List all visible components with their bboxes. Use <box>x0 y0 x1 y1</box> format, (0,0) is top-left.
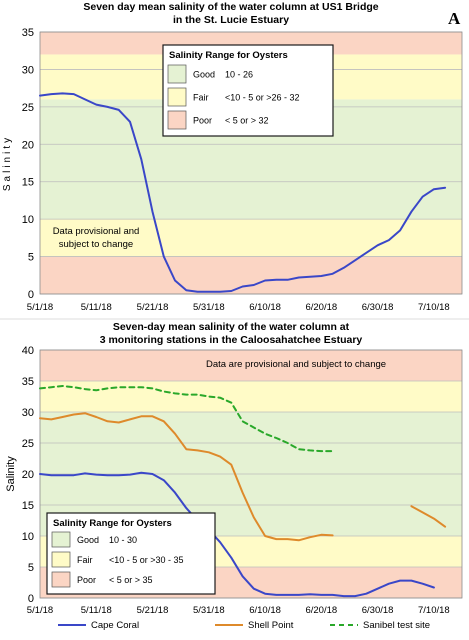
legend-category: Good <box>77 535 99 545</box>
chart-title: Seven day mean salinity of the water col… <box>83 1 378 13</box>
y-tick-label: 0 <box>28 289 34 301</box>
plot-frame <box>39 31 463 295</box>
salinity-band-fair <box>40 381 462 412</box>
legend-range: <10 - 5 or >30 - 35 <box>109 555 184 565</box>
y-tick-label: 15 <box>22 177 34 189</box>
x-tick-label: 5/11/18 <box>81 605 112 616</box>
legend-category: Good <box>193 70 215 80</box>
chart-panel-a: Seven day mean salinity of the water col… <box>2 1 463 313</box>
y-tick-label: 0 <box>28 593 34 605</box>
x-tick-label: 6/30/18 <box>362 302 394 313</box>
legend-title: Salinity Range for Oysters <box>53 518 172 529</box>
chart-subtitle: in the St. Lucie Estuary <box>173 14 289 26</box>
chart-title: Seven-day mean salinity of the water col… <box>113 321 350 333</box>
y-tick-label: 10 <box>22 531 34 543</box>
x-tick-label: 6/10/18 <box>249 605 281 616</box>
x-tick-label: 5/21/18 <box>137 605 169 616</box>
legend-category: Fair <box>193 93 209 103</box>
legend-category: Fair <box>77 555 93 565</box>
y-tick-label: 25 <box>22 102 34 114</box>
legend-category: Poor <box>77 575 96 585</box>
salinity-band-fair <box>40 219 462 257</box>
panel-letter: A <box>448 9 461 28</box>
legend-swatch-poor <box>167 110 187 130</box>
x-tick-label: 5/31/18 <box>193 302 225 313</box>
series-line-shell-point <box>410 505 447 528</box>
series-line-sanibel-test-site <box>39 385 334 453</box>
x-tick-label: 5/11/18 <box>81 302 112 313</box>
y-tick-label: 35 <box>22 27 34 39</box>
x-tick-label: 6/10/18 <box>249 302 281 313</box>
legend-range: <10 - 5 or >26 - 32 <box>225 93 300 103</box>
y-tick-label: 25 <box>22 438 34 450</box>
series-line-cape-coral <box>39 471 435 598</box>
legend-box <box>162 44 334 137</box>
legend-swatch-good <box>167 64 187 84</box>
x-tick-label: 7/10/18 <box>418 302 450 313</box>
series-legend-label-shell-point: Shell Point <box>248 620 294 631</box>
series-legend-label-sanibel-test-site: Sanibel test site <box>363 620 430 631</box>
y-tick-label: 35 <box>22 376 34 388</box>
y-tick-label: 10 <box>22 214 34 226</box>
x-tick-label: 5/31/18 <box>193 605 225 616</box>
x-tick-label: 5/21/18 <box>137 302 169 313</box>
y-tick-label: 20 <box>22 469 34 481</box>
oyster-range-legend: Salinity Range for Oysters Good 10 - 30 Fai… <box>46 512 216 595</box>
legend-swatch-fair <box>167 87 187 107</box>
x-tick-label: 5/1/18 <box>27 302 53 313</box>
y-tick-label: 40 <box>22 345 34 357</box>
x-tick-label: 6/20/18 <box>305 605 337 616</box>
y-tick-label: 15 <box>22 500 34 512</box>
x-tick-label: 5/1/18 <box>27 605 53 616</box>
y-tick-label: 30 <box>22 407 34 419</box>
salinity-band-poor <box>40 32 462 55</box>
chart-subtitle: 3 monitoring stations in the Caloosahatc… <box>100 334 363 346</box>
x-tick-label: 6/30/18 <box>362 605 394 616</box>
legend-range: 10 - 30 <box>109 535 137 545</box>
legend-category: Poor <box>193 116 212 126</box>
salinity-band-poor <box>40 256 462 294</box>
legend-range: < 5 or > 35 <box>109 575 153 585</box>
chart-panel-b: Seven-day mean salinity of the water col… <box>5 321 463 631</box>
annotation-text: subject to change <box>59 239 133 250</box>
y-tick-label: 30 <box>22 64 34 76</box>
annotation-text: Data provisional and <box>53 226 140 237</box>
annotation-text: Data are provisional and subject to chan… <box>206 359 386 370</box>
x-tick-label: 6/20/18 <box>305 302 337 313</box>
legend-swatch-fair <box>51 551 71 568</box>
y-tick-label: 20 <box>22 139 34 151</box>
legend-swatch-good <box>51 531 71 548</box>
salinity-band-poor <box>40 350 462 381</box>
y-axis-label: Salinity <box>2 135 13 191</box>
series-line-salinity <box>39 92 447 293</box>
legend-title: Salinity Range for Oysters <box>169 50 288 61</box>
legend-range: < 5 or > 32 <box>225 116 269 126</box>
series-line-shell-point <box>39 412 334 542</box>
legend-swatch-poor <box>51 571 71 588</box>
y-tick-label: 5 <box>28 252 34 264</box>
legend-range: 10 - 26 <box>225 70 253 80</box>
x-tick-label: 7/10/18 <box>418 605 450 616</box>
legend-box <box>46 512 216 595</box>
y-axis-label: Salinity <box>5 456 17 492</box>
y-tick-label: 5 <box>28 562 34 574</box>
oyster-range-legend: Salinity Range for Oysters Good 10 - 26 Fai… <box>162 44 334 137</box>
series-legend-label-cape-coral: Cape Coral <box>91 620 139 631</box>
